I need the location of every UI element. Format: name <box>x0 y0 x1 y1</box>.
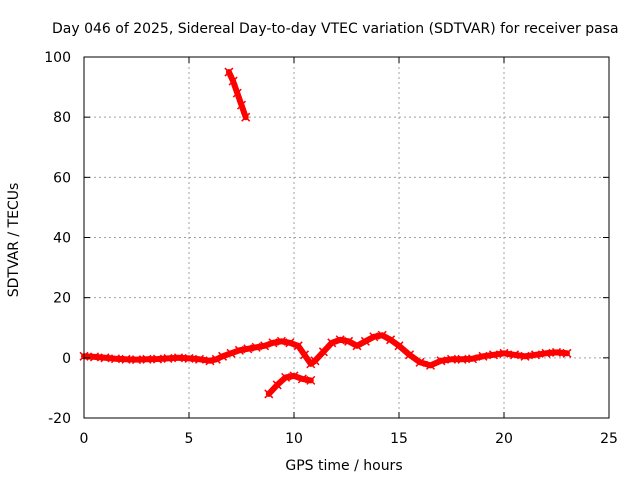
data-point <box>184 353 194 363</box>
data-point <box>530 350 541 360</box>
data-point <box>297 374 307 384</box>
data-point <box>478 351 488 361</box>
data-point <box>541 348 551 358</box>
data-point <box>173 353 184 363</box>
data-point <box>241 112 251 122</box>
chart-title: Day 046 of 2025, Sidereal Day-to-day VTE… <box>52 21 619 37</box>
y-tick-label: 80 <box>53 110 71 126</box>
data-point <box>100 353 110 363</box>
y-tick-label: 0 <box>62 351 71 367</box>
data-point <box>377 330 387 340</box>
data-point <box>131 355 142 365</box>
grid-lines <box>84 57 609 418</box>
data-point <box>285 338 295 348</box>
data-point <box>436 356 446 366</box>
data-point <box>386 335 396 345</box>
data-point <box>234 345 244 355</box>
data-point <box>289 371 299 381</box>
x-tick-label: 10 <box>285 431 303 447</box>
data-point <box>306 359 316 369</box>
data-point <box>236 100 247 110</box>
data-point <box>327 338 337 348</box>
data-point <box>211 354 221 364</box>
data-point <box>562 348 572 358</box>
data-point <box>281 372 291 382</box>
data-point <box>394 341 404 351</box>
data-point <box>110 354 121 364</box>
data-point <box>488 350 499 360</box>
data-point <box>228 76 238 86</box>
data-point <box>509 350 520 360</box>
data-point <box>457 354 467 364</box>
data-point <box>467 354 478 364</box>
data-point <box>268 338 278 348</box>
data-point <box>369 332 379 342</box>
data-point <box>260 341 270 351</box>
data-point <box>163 353 173 363</box>
x-tick-label: 25 <box>600 431 618 447</box>
x-tick-label: 5 <box>185 431 194 447</box>
data-point <box>318 347 328 357</box>
x-axis-label: GPS time / hours <box>285 458 402 474</box>
y-tick-label: 100 <box>44 50 71 66</box>
data-point <box>226 348 236 358</box>
data-point <box>264 389 274 399</box>
x-tick-label: 20 <box>495 431 513 447</box>
data-point <box>404 350 415 360</box>
data-point <box>360 336 370 346</box>
data-point <box>425 360 436 370</box>
data-point <box>520 351 530 361</box>
data-point <box>218 351 228 361</box>
data-point <box>224 67 234 77</box>
data-point <box>293 341 303 351</box>
y-tick-label: 60 <box>53 170 71 186</box>
data-point <box>310 356 320 366</box>
data-point <box>415 357 425 367</box>
data-point <box>121 354 131 364</box>
data-point <box>142 354 152 364</box>
data-point <box>276 336 286 346</box>
y-tick-label: 20 <box>53 291 71 307</box>
data-point <box>251 342 261 352</box>
data-point <box>306 375 316 385</box>
y-axis-label: SDTVAR / TECUs <box>6 183 22 298</box>
data-point <box>89 352 100 362</box>
y-tick-label: -20 <box>48 411 71 427</box>
data-point <box>335 335 345 345</box>
y-tick-label: 40 <box>53 231 71 247</box>
axis-ticks: -20 0 20 40 60 80 100 0 5 10 15 20 25 <box>44 50 618 447</box>
x-tick-label: 15 <box>390 431 408 447</box>
data-point <box>243 344 253 354</box>
data-point <box>344 336 354 346</box>
data-point <box>272 380 282 390</box>
data-point <box>232 88 242 98</box>
data-point <box>299 350 310 360</box>
data-point <box>352 341 362 351</box>
data-series <box>79 67 572 399</box>
data-point <box>194 354 205 364</box>
data-point <box>152 354 163 364</box>
data-point <box>551 347 562 357</box>
data-point <box>499 348 509 358</box>
data-point <box>446 354 457 364</box>
lower-segment <box>265 372 314 397</box>
x-tick-label: 0 <box>80 431 89 447</box>
